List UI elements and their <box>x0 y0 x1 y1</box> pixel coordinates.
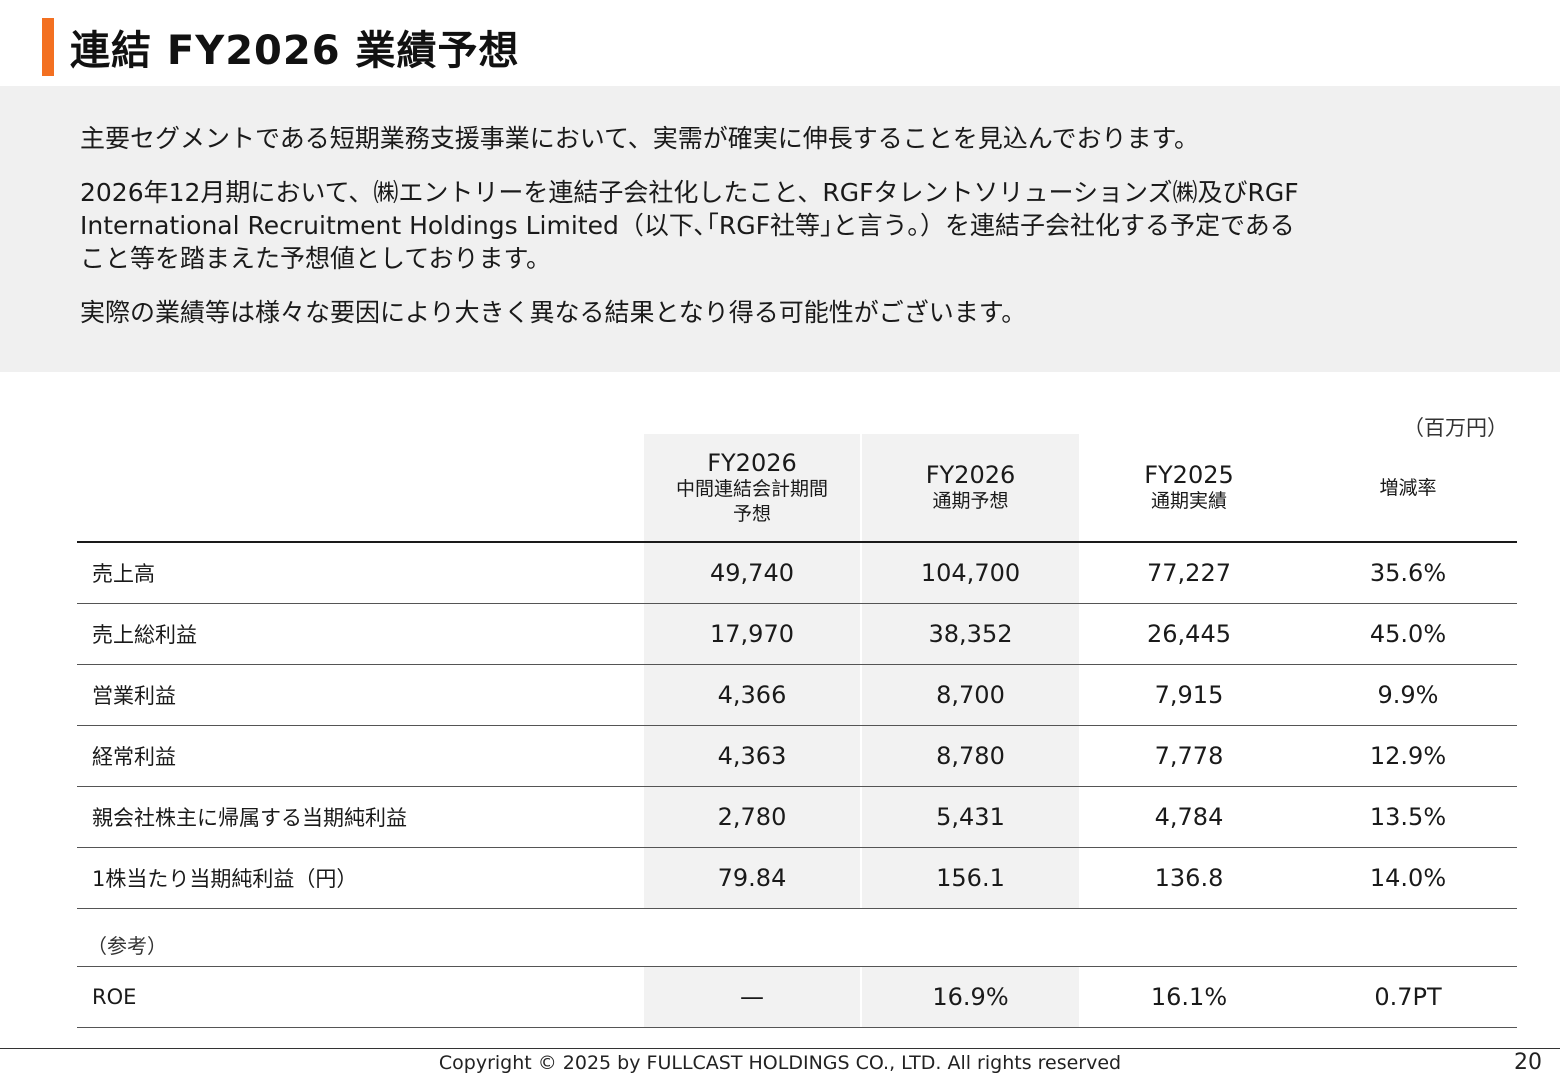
footer-rule <box>0 1048 1560 1049</box>
title-accent-bar <box>42 18 54 76</box>
row-divider <box>77 725 1517 726</box>
slide-title: 連結 FY2026 業績予想 <box>70 28 520 74</box>
table-row: 1株当たり当期純利益（円） 79.84 156.1 136.8 14.0% <box>77 848 1517 908</box>
column-header-year: FY2026 <box>707 448 797 477</box>
table-row: ROE — 16.9% 16.1% 0.7PT <box>77 967 1517 1027</box>
table-cell: 8,780 <box>936 742 1005 770</box>
row-label: 売上高 <box>92 562 155 586</box>
column-shade <box>862 967 1079 1027</box>
table-cell: 7,778 <box>1154 742 1224 770</box>
column-shade <box>862 434 1079 909</box>
row-divider <box>77 966 1517 967</box>
table-cell: 104,700 <box>920 559 1021 587</box>
table-cell: 8,700 <box>936 681 1005 709</box>
table-cell: 35.6% <box>1369 559 1447 587</box>
table-row: 営業利益 4,366 8,700 7,915 9.9% <box>77 665 1517 725</box>
table-cell: 5,431 <box>936 803 1005 831</box>
row-divider <box>77 664 1517 665</box>
table-cell: 4,363 <box>717 742 787 770</box>
table-cell: 7,915 <box>1154 681 1224 709</box>
copyright-text: Copyright © 2025 by FULLCAST HOLDINGS CO… <box>438 1052 1122 1074</box>
table-cell: 79.84 <box>717 864 787 892</box>
column-shade <box>644 434 860 909</box>
row-label: 経常利益 <box>92 745 176 769</box>
table-row: 売上高 49,740 104,700 77,227 35.6% <box>77 543 1517 603</box>
column-header: 増減率 <box>1299 434 1517 542</box>
table-cell: 45.0% <box>1369 620 1447 648</box>
table-cell: 49,740 <box>710 559 794 587</box>
row-label: 営業利益 <box>92 684 176 708</box>
reference-label: （参考） <box>87 934 167 958</box>
table-cell: 13.5% <box>1369 803 1447 831</box>
table-header-rule <box>77 541 1517 543</box>
table-cell: 2,780 <box>717 803 787 831</box>
row-label: 親会社株主に帰属する当期純利益 <box>92 806 407 830</box>
table-cell: 136.8 <box>1154 864 1224 892</box>
table-cell: 9.9% <box>1377 681 1439 709</box>
table-cell: 4,784 <box>1154 803 1224 831</box>
table-cell: — <box>740 983 764 1011</box>
note-paragraph: 主要セグメントである短期業務支援事業において、実需が確実に伸長することを見込んで… <box>80 124 1200 153</box>
table-cell: 38,352 <box>928 620 1013 648</box>
table-cell: 77,227 <box>1147 559 1231 587</box>
notes-panel: 主要セグメントである短期業務支援事業において、実需が確実に伸長することを見込んで… <box>0 86 1560 372</box>
table-row: 売上総利益 17,970 38,352 26,445 45.0% <box>77 604 1517 664</box>
table-cell: 0.7PT <box>1374 983 1442 1011</box>
table-cell: 12.9% <box>1369 742 1447 770</box>
table-cell: 17,970 <box>710 620 794 648</box>
table-cell: 16.1% <box>1150 983 1228 1011</box>
slide-title-bar: 連結 FY2026 業績予想 <box>42 18 519 76</box>
unit-label: （百万円） <box>1403 416 1508 440</box>
row-divider <box>77 786 1517 787</box>
table-cell: 14.0% <box>1369 864 1447 892</box>
row-label: 1株当たり当期純利益（円） <box>92 867 358 891</box>
table-cell: 26,445 <box>1147 620 1231 648</box>
row-divider <box>77 847 1517 848</box>
row-divider <box>77 603 1517 604</box>
column-header-sub: 通期実績 <box>1150 490 1227 512</box>
column-shade <box>644 967 860 1027</box>
column-header-sub: 中間連結会計期間 予想 <box>675 477 828 525</box>
page-number: 20 <box>1514 1050 1542 1075</box>
column-header: FY2026 中間連結会計期間 予想 <box>644 434 860 542</box>
row-divider <box>77 908 1517 909</box>
row-label: 売上総利益 <box>92 623 197 647</box>
column-header: FY2026 通期予想 <box>862 434 1079 542</box>
table-row: 経常利益 4,363 8,780 7,778 12.9% <box>77 726 1517 786</box>
table-cell: 4,366 <box>717 681 787 709</box>
table-row: 親会社株主に帰属する当期純利益 2,780 5,431 4,784 13.5% <box>77 787 1517 847</box>
table-cell: 16.9% <box>932 983 1009 1011</box>
note-paragraph: 2026年12月期において、㈱エントリーを連結子会社化したこと、RGFタレントソ… <box>80 178 1299 273</box>
column-header: FY2025 通期実績 <box>1080 434 1298 542</box>
column-header-sub: 増減率 <box>1379 476 1437 499</box>
column-header-sub: 通期予想 <box>932 490 1009 512</box>
column-header-year: FY2026 <box>925 461 1016 489</box>
row-divider <box>77 1027 1517 1028</box>
column-header-year: FY2025 <box>1144 461 1234 489</box>
row-label: ROE <box>92 985 137 1009</box>
note-paragraph: 実際の業績等は様々な要因により大きく異なる結果となり得る可能性がございます。 <box>80 298 1027 327</box>
table-cell: 156.1 <box>936 864 1005 892</box>
